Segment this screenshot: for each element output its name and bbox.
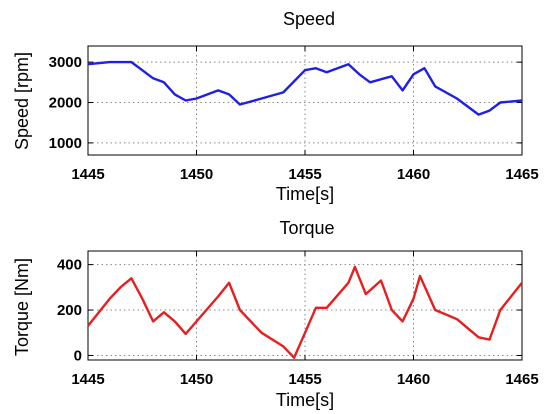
speed-xtick-label: 1450: [180, 166, 213, 183]
torque-grid: [88, 251, 522, 360]
torque-ytick-label: 200: [57, 302, 82, 319]
torque-tick-labels: 1445 1450 1455 1460 1465 0 200 400: [57, 257, 539, 388]
torque-xtick-label: 1450: [180, 371, 213, 388]
torque-xtick-label: 1455: [288, 371, 321, 388]
speed-xtick-label: 1445: [71, 166, 104, 183]
torque-xtick-label: 1445: [71, 371, 104, 388]
torque-ytick-label: 400: [57, 257, 82, 274]
speed-ticks: [87, 46, 523, 155]
speed-title: Speed: [283, 9, 335, 29]
speed-subplot: Speed 1445 1450 1455 1460 1465 1000 2000 3000 T…: [12, 9, 539, 204]
torque-subplot: Torque 1445 1450 1455 1460 1465 0 200 400 Time[…: [12, 218, 539, 410]
torque-title: Torque: [279, 218, 334, 238]
speed-xtick-label: 1460: [397, 166, 430, 183]
torque-xtick-label: 1460: [397, 371, 430, 388]
torque-xlabel: Time[s]: [276, 390, 334, 410]
speed-ytick-label: 1000: [49, 135, 82, 152]
speed-ylabel: Speed [rpm]: [12, 52, 32, 150]
speed-series-line: [87, 60, 523, 116]
speed-tick-labels: 1445 1450 1455 1460 1465 1000 2000 3000: [49, 54, 539, 183]
speed-ytick-label: 2000: [49, 95, 82, 112]
speed-xlabel: Time[s]: [276, 184, 334, 204]
speed-xtick-label: 1455: [288, 166, 321, 183]
torque-xtick-label: 1465: [505, 371, 538, 388]
speed-xtick-label: 1465: [505, 166, 538, 183]
speed-grid: [88, 46, 522, 155]
torque-ticks: [87, 251, 523, 360]
torque-ytick-label: 0: [74, 347, 82, 364]
speed-ytick-label: 3000: [49, 54, 82, 71]
torque-ylabel: Torque [Nm]: [12, 258, 32, 356]
torque-series-line: [87, 265, 523, 359]
